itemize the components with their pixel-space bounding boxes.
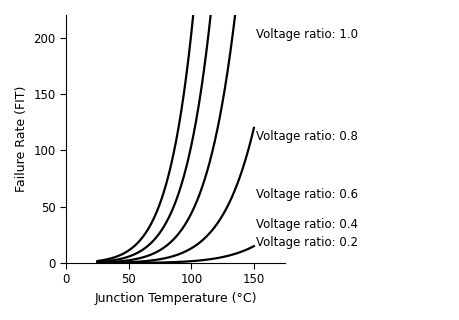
Y-axis label: Failure Rate (FIT): Failure Rate (FIT) — [15, 86, 28, 192]
Text: Voltage ratio: 0.4: Voltage ratio: 0.4 — [256, 218, 358, 231]
Text: Voltage ratio: 0.2: Voltage ratio: 0.2 — [256, 236, 358, 249]
Text: Voltage ratio: 1.0: Voltage ratio: 1.0 — [256, 28, 358, 41]
Text: Voltage ratio: 0.6: Voltage ratio: 0.6 — [256, 188, 358, 201]
Text: Voltage ratio: 0.8: Voltage ratio: 0.8 — [256, 130, 358, 143]
X-axis label: Junction Temperature (°C): Junction Temperature (°C) — [94, 292, 257, 305]
